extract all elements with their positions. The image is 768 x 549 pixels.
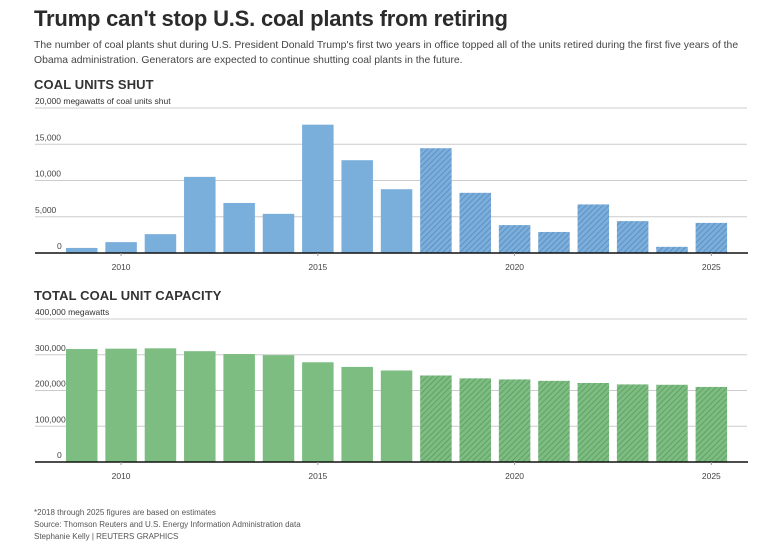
- x-tick-label: 2010: [112, 262, 131, 272]
- bar-2016: [341, 366, 373, 462]
- x-tick-label: 2020: [505, 262, 524, 272]
- bar-2014: [262, 355, 295, 462]
- bar-2009: [66, 349, 98, 462]
- bar-2013: [223, 354, 255, 462]
- y-tick-label: 10,000: [35, 169, 61, 179]
- bar-estimated-2025: [695, 386, 728, 462]
- bar-2015: [302, 362, 334, 462]
- credit-line: Stephanie Kelly | REUTERS GRAPHICS: [34, 532, 179, 541]
- y-tick-label: 15,000: [35, 132, 61, 142]
- chart-title-total-capacity: TOTAL COAL UNIT CAPACITY: [34, 288, 222, 303]
- source-line: Source: Thomson Reuters and U.S. Energy …: [34, 520, 301, 529]
- y-axis-unit-label: 400,000 megawatts: [35, 307, 109, 317]
- coal-units-shut-chart: 0 5,000 10,000 15,000 20,000 megawatts of co…: [35, 96, 748, 272]
- y-tick-label: 200,000: [35, 379, 66, 389]
- x-tick-label: 2015: [308, 262, 327, 272]
- chart-title-coal-units-shut: COAL UNITS SHUT: [34, 77, 154, 92]
- bar-estimated-2024: [656, 246, 688, 253]
- bar-2010: [105, 348, 137, 462]
- bar-2010: [105, 242, 137, 253]
- bar-2017: [380, 370, 413, 462]
- bar-2011: [144, 234, 177, 253]
- bar-2011: [144, 348, 177, 462]
- bar-estimated-2020: [498, 379, 531, 462]
- total-capacity-chart: 0 100,000 200,000 300,000 400,000 megawatts 2…: [35, 307, 748, 481]
- bar-2013: [223, 202, 255, 253]
- bar-estimated-2022: [577, 382, 610, 462]
- bar-estimated-2018: [420, 148, 452, 253]
- x-tick-label: 2010: [112, 471, 131, 481]
- x-tick-label: 2025: [702, 471, 721, 481]
- bar-estimated-2025: [695, 222, 728, 253]
- bar-estimated-2020: [498, 225, 531, 253]
- bar-2012: [184, 351, 216, 462]
- bar-estimated-2024: [656, 384, 688, 462]
- y-axis-unit-label: 20,000 megawatts of coal units shut: [35, 96, 171, 106]
- bar-estimated-2021: [538, 231, 570, 253]
- bar-estimated-2019: [459, 192, 491, 253]
- y-tick-label: 0: [57, 450, 62, 460]
- bar-2017: [380, 189, 413, 253]
- y-tick-label: 5,000: [35, 205, 57, 215]
- bar-estimated-2019: [459, 378, 491, 462]
- bar-estimated-2018: [420, 375, 452, 462]
- y-tick-label: 0: [57, 241, 62, 251]
- page-subtitle: The number of coal plants shut during U.…: [34, 40, 739, 66]
- bar-2012: [184, 176, 216, 253]
- bar-estimated-2023: [616, 221, 649, 253]
- footnote-estimates: *2018 through 2025 figures are based on …: [34, 508, 216, 517]
- x-tick-label: 2015: [308, 471, 327, 481]
- bar-2016: [341, 160, 373, 253]
- bar-2015: [302, 124, 334, 253]
- bar-estimated-2023: [616, 384, 649, 462]
- bar-estimated-2021: [538, 380, 570, 462]
- y-tick-label: 100,000: [35, 414, 66, 424]
- bar-estimated-2022: [577, 204, 610, 253]
- x-tick-label: 2020: [505, 471, 524, 481]
- bar-2014: [262, 213, 295, 253]
- page-title: Trump can't stop U.S. coal plants from r…: [34, 6, 508, 31]
- bar-2009: [66, 247, 98, 253]
- x-tick-label: 2025: [702, 262, 721, 272]
- y-tick-label: 300,000: [35, 343, 66, 353]
